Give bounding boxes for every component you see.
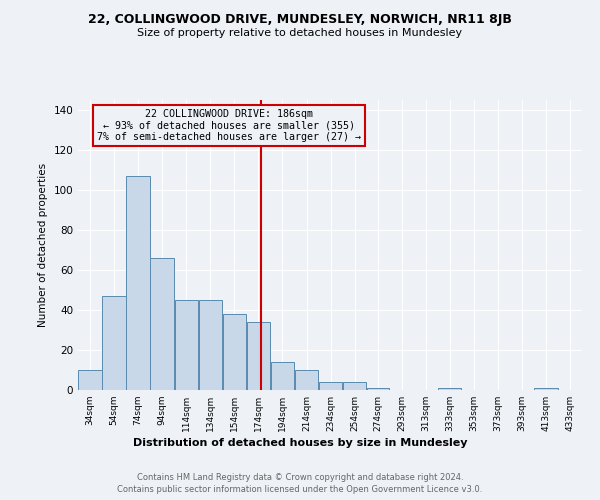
Text: 22 COLLINGWOOD DRIVE: 186sqm
← 93% of detached houses are smaller (355)
7% of se: 22 COLLINGWOOD DRIVE: 186sqm ← 93% of de… bbox=[97, 108, 361, 142]
Bar bbox=[247, 322, 270, 390]
Bar bbox=[103, 296, 126, 390]
Bar bbox=[151, 258, 174, 390]
Bar bbox=[79, 370, 102, 390]
Bar bbox=[271, 362, 294, 390]
Text: 22, COLLINGWOOD DRIVE, MUNDESLEY, NORWICH, NR11 8JB: 22, COLLINGWOOD DRIVE, MUNDESLEY, NORWIC… bbox=[88, 12, 512, 26]
Bar bbox=[534, 388, 557, 390]
Bar bbox=[199, 300, 222, 390]
Y-axis label: Number of detached properties: Number of detached properties bbox=[38, 163, 48, 327]
Bar bbox=[319, 382, 343, 390]
Bar bbox=[127, 176, 150, 390]
Text: Contains HM Land Registry data © Crown copyright and database right 2024.: Contains HM Land Registry data © Crown c… bbox=[137, 472, 463, 482]
Bar bbox=[223, 314, 246, 390]
Text: Contains public sector information licensed under the Open Government Licence v3: Contains public sector information licen… bbox=[118, 485, 482, 494]
Text: Size of property relative to detached houses in Mundesley: Size of property relative to detached ho… bbox=[137, 28, 463, 38]
Text: Distribution of detached houses by size in Mundesley: Distribution of detached houses by size … bbox=[133, 438, 467, 448]
Bar bbox=[295, 370, 318, 390]
Bar bbox=[175, 300, 198, 390]
Bar bbox=[367, 388, 389, 390]
Bar bbox=[438, 388, 461, 390]
Bar bbox=[343, 382, 367, 390]
